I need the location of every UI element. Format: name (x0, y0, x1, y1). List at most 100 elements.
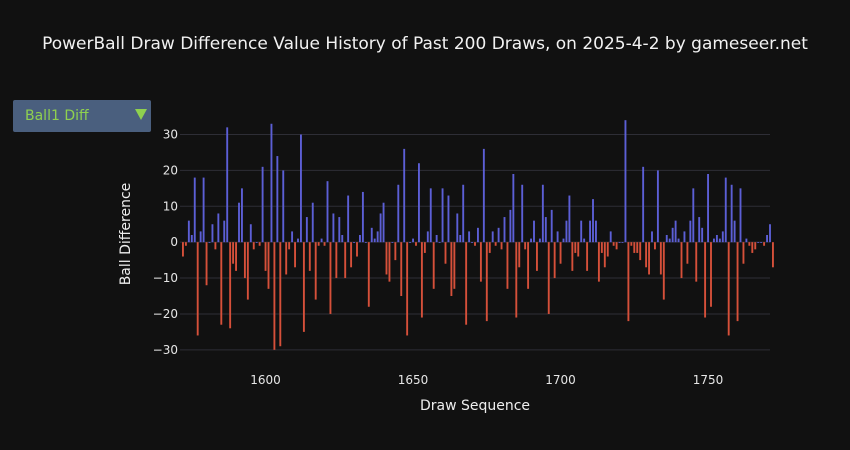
bar (409, 242, 412, 243)
bar (721, 231, 724, 243)
bar (686, 242, 689, 264)
bar (497, 227, 500, 243)
x-tick-label: 1650 (398, 373, 429, 387)
bar (580, 220, 583, 243)
y-tick-labels: −30 −20 −10 0 10 20 30 (153, 128, 178, 357)
bar (538, 238, 541, 243)
bar (707, 174, 709, 243)
bar (689, 220, 692, 243)
bar (264, 242, 267, 271)
bar (323, 242, 326, 246)
bar (300, 134, 302, 243)
bar (645, 242, 648, 268)
bar (214, 242, 217, 250)
bar (205, 242, 208, 286)
bar (406, 242, 409, 336)
bar (338, 217, 341, 243)
bar (276, 156, 279, 243)
bar (592, 199, 594, 243)
bar (618, 242, 621, 243)
bar (615, 242, 618, 250)
bar (226, 127, 229, 243)
bar (249, 224, 252, 243)
bar (692, 188, 695, 243)
bar (710, 242, 712, 307)
bar (550, 209, 553, 243)
bar (246, 242, 249, 300)
bar (760, 242, 763, 243)
bar (736, 242, 739, 322)
bar (441, 188, 444, 243)
bar (187, 220, 190, 243)
bar (314, 242, 317, 300)
bar (574, 242, 577, 253)
bar (595, 220, 597, 243)
bar (326, 181, 329, 243)
bar (397, 184, 400, 243)
bar (182, 242, 184, 257)
bar (291, 231, 294, 243)
bar (621, 242, 624, 243)
bar (426, 231, 429, 243)
bar (677, 238, 680, 243)
bar (435, 235, 438, 243)
bar (196, 242, 199, 336)
bar (350, 242, 353, 268)
x-tick-label: 1750 (693, 373, 724, 387)
bar (412, 238, 414, 243)
x-tick-labels: 1600 1650 1700 1750 (250, 373, 723, 387)
bar (704, 242, 707, 318)
bar (724, 177, 727, 243)
bar (636, 242, 639, 253)
bar (624, 120, 627, 243)
bar (485, 242, 488, 322)
bar (633, 242, 636, 253)
bar (739, 188, 742, 243)
bar (680, 242, 683, 279)
bar (335, 242, 338, 279)
chart-title: PowerBall Draw Difference Value History … (42, 34, 808, 54)
bar (474, 242, 476, 246)
bar (258, 242, 261, 246)
bar (444, 242, 447, 264)
bar (465, 242, 468, 325)
bar (364, 242, 367, 243)
chevron-down-icon (135, 109, 147, 120)
bar (491, 231, 494, 243)
y-tick-label: −30 (153, 343, 178, 357)
bar (533, 220, 535, 243)
bar (748, 242, 751, 246)
bar (229, 242, 232, 329)
bar (388, 242, 391, 282)
ball-select-dropdown[interactable]: Ball1 Diff (13, 100, 151, 132)
y-tick-label: −20 (153, 307, 178, 321)
bar (184, 242, 187, 246)
bar (193, 177, 196, 243)
bar (662, 242, 665, 300)
bar (217, 213, 220, 243)
y-tick-label: −10 (153, 271, 178, 285)
bar-series (182, 120, 774, 350)
bar (261, 166, 264, 243)
bar (559, 242, 562, 264)
bar (597, 242, 600, 282)
bar (648, 242, 650, 275)
bar (370, 227, 373, 243)
bar (512, 174, 515, 243)
bar (394, 242, 397, 261)
bar (423, 242, 426, 253)
bar (199, 231, 202, 243)
bar (742, 242, 745, 264)
y-tick-label: 30 (163, 128, 178, 142)
bar (255, 242, 258, 243)
bar (612, 242, 615, 246)
bar (718, 238, 721, 243)
bar (639, 242, 642, 261)
bar (320, 238, 323, 243)
bar (367, 242, 370, 307)
bar (568, 195, 571, 243)
bar (308, 242, 311, 271)
bar (665, 235, 668, 243)
bar (713, 238, 715, 243)
